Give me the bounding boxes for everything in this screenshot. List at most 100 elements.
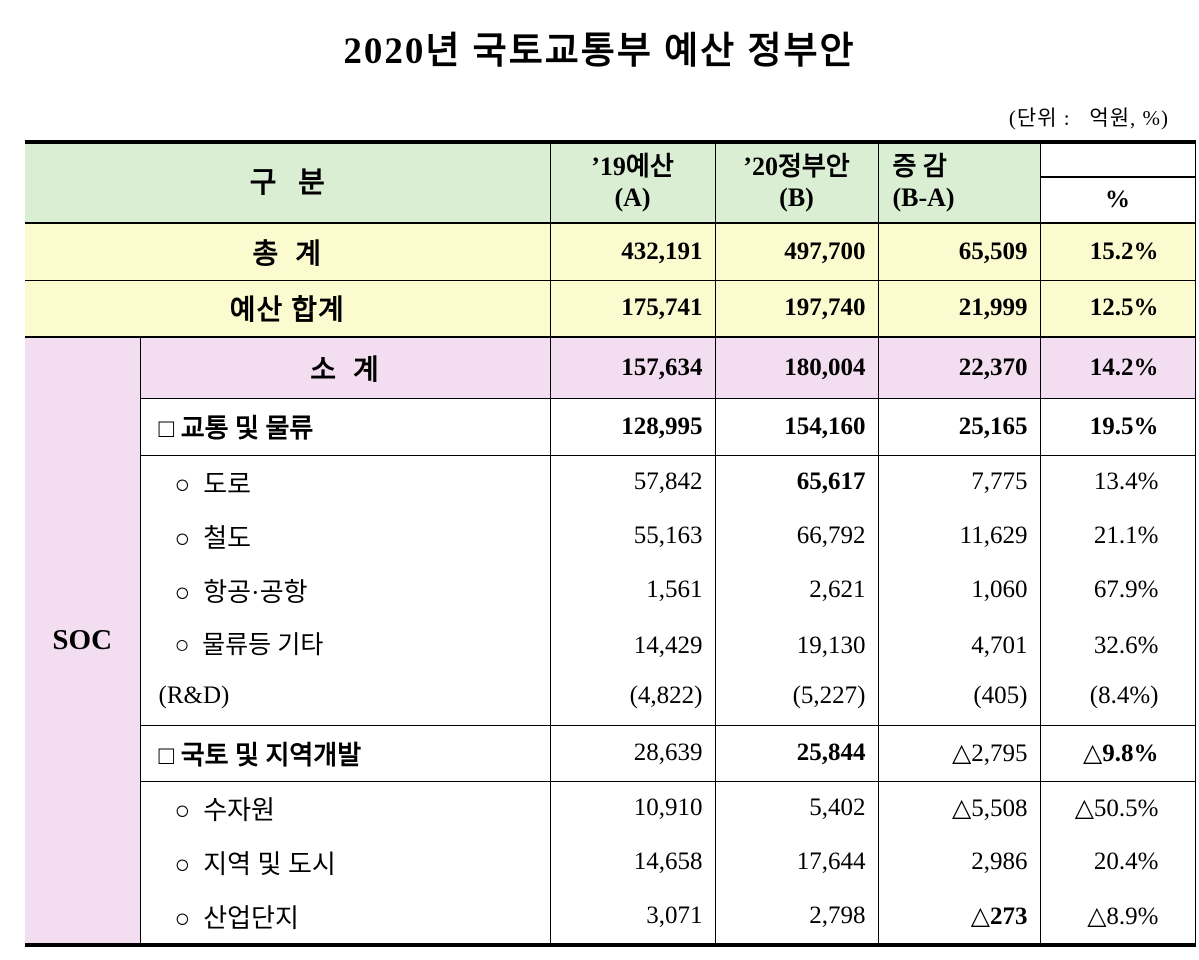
land-diff: △2,795 xyxy=(877,725,1040,782)
rail-diff: 11,629 xyxy=(877,509,1040,563)
percent-header-label: % xyxy=(1041,176,1195,221)
road-pct: 13.4% xyxy=(1039,455,1195,509)
transport-b: 154,160 xyxy=(714,398,878,456)
row-grand-total: 총 계 432,191 497,700 65,509 15.2% xyxy=(25,223,1195,281)
soc-subtotal-pct: 14.2% xyxy=(1039,337,1195,399)
soc-subtotal-label: 소 계 xyxy=(140,337,550,399)
logistics-a-rnd: (4,822) xyxy=(629,681,703,709)
budget-total-b: 197,740 xyxy=(714,280,878,338)
logistics-pct-main: 32.6% xyxy=(1093,631,1159,659)
land-a: 28,639 xyxy=(549,725,715,782)
rail-b: 66,792 xyxy=(714,509,878,563)
header-col-diff-line2: (B-A) xyxy=(892,183,955,212)
land-label: □ 국토 및 지역개발 xyxy=(140,725,550,782)
row-logistics: ○ 물류등 기타 (R&D) 14,429 (4,822) 19,130 (5,… xyxy=(25,617,1195,726)
percent-header-spacer xyxy=(1041,144,1195,176)
aviation-b: 2,621 xyxy=(714,563,878,617)
rail-label: ○ 철도 xyxy=(174,523,252,553)
budget-total-pct: 12.5% xyxy=(1039,280,1195,338)
header-category: 구 분 xyxy=(25,142,550,224)
rail-pct: 21.1% xyxy=(1039,509,1195,563)
logistics-a: 14,429 (4,822) xyxy=(549,617,715,726)
water-label: ○ 수자원 xyxy=(174,795,275,825)
water-b: 5,402 xyxy=(714,781,878,835)
row-budget-total: 예산 합계 175,741 197,740 21,999 12.5% xyxy=(25,280,1195,338)
region-b: 17,644 xyxy=(714,835,878,889)
water-a: 10,910 xyxy=(549,781,715,835)
header-col-2019-line1: ’19예산 xyxy=(591,152,674,182)
transport-label: □ 교통 및 물류 xyxy=(140,398,550,456)
logistics-pct-rnd: (8.4%) xyxy=(1089,681,1159,709)
budget-table: 구 분 ’19예산 (A) ’20정부안 (B) 증 감 (B-A) % 총 계… xyxy=(25,140,1196,947)
logistics-label-line2: (R&D) xyxy=(158,681,230,709)
aviation-pct: 67.9% xyxy=(1039,563,1195,617)
grand-total-a: 432,191 xyxy=(549,223,715,281)
header-col-2020-line2: (B) xyxy=(779,183,814,212)
logistics-diff-main: 4,701 xyxy=(971,631,1028,659)
header-col-2019-budget: ’19예산 (A) xyxy=(549,142,715,224)
transport-a: 128,995 xyxy=(549,398,715,456)
budget-total-label: 예산 합계 xyxy=(25,280,550,338)
road-label: ○ 도로 xyxy=(174,469,252,499)
grand-total-pct: 15.2% xyxy=(1039,223,1195,281)
header-col-2020-proposal: ’20정부안 (B) xyxy=(714,142,878,224)
aviation-label: ○ 항공·공항 xyxy=(174,577,308,607)
industrial-diff: △273 xyxy=(877,889,1040,945)
logistics-pct: 32.6% (8.4%) xyxy=(1039,617,1195,726)
soc-subtotal-a: 157,634 xyxy=(549,337,715,399)
row-water: ○ 수자원 10,910 5,402 △5,508 △50.5% xyxy=(25,781,1195,835)
region-pct: 20.4% xyxy=(1039,835,1195,889)
land-b: 25,844 xyxy=(714,725,878,782)
water-diff: △5,508 xyxy=(877,781,1040,835)
budget-total-a: 175,741 xyxy=(549,280,715,338)
logistics-diff-rnd: (405) xyxy=(973,681,1028,709)
region-a: 14,658 xyxy=(549,835,715,889)
soc-subtotal-diff: 22,370 xyxy=(877,337,1040,399)
logistics-diff: 4,701 (405) xyxy=(877,617,1040,726)
land-pct: △9.8% xyxy=(1039,725,1195,782)
logistics-b: 19,130 (5,227) xyxy=(714,617,878,726)
table-header-row: 구 분 ’19예산 (A) ’20정부안 (B) 증 감 (B-A) % xyxy=(25,142,1195,224)
transport-pct: 19.5% xyxy=(1039,398,1195,456)
aviation-diff: 1,060 xyxy=(877,563,1040,617)
logistics-label: ○ 물류등 기타 (R&D) xyxy=(140,617,550,726)
road-b: 65,617 xyxy=(714,455,878,509)
grand-total-diff: 65,509 xyxy=(877,223,1040,281)
water-pct: △50.5% xyxy=(1039,781,1195,835)
row-road: ○ 도로 57,842 65,617 7,775 13.4% xyxy=(25,455,1195,509)
region-label: ○ 지역 및 도시 xyxy=(174,849,336,879)
logistics-a-main: 14,429 xyxy=(633,631,703,659)
header-col-2020-line1: ’20정부안 xyxy=(743,152,850,182)
row-transport-group: □ 교통 및 물류 128,995 154,160 25,165 19.5% xyxy=(25,398,1195,456)
row-soc-subtotal: SOC 소 계 157,634 180,004 22,370 14.2% xyxy=(25,337,1195,946)
industrial-a: 3,071 xyxy=(549,889,715,945)
row-aviation: ○ 항공·공항 1,561 2,621 1,060 67.9% xyxy=(25,563,1195,617)
row-region: ○ 지역 및 도시 14,658 17,644 2,986 20.4% xyxy=(25,835,1195,889)
industrial-label: ○ 산업단지 xyxy=(174,903,299,933)
row-rail: ○ 철도 55,163 66,792 11,629 21.1% xyxy=(25,509,1195,563)
page-title: 2020년 국토교통부 예산 정부안 xyxy=(343,31,856,72)
road-diff: 7,775 xyxy=(877,455,1040,509)
unit-note: (단위 : 억원, %) xyxy=(1008,106,1169,130)
region-diff: 2,986 xyxy=(877,835,1040,889)
transport-diff: 25,165 xyxy=(877,398,1040,456)
industrial-pct: △8.9% xyxy=(1039,889,1195,945)
row-industrial: ○ 산업단지 3,071 2,798 △273 △8.9% xyxy=(25,889,1195,945)
soc-section-label: SOC xyxy=(25,337,141,946)
grand-total-label: 총 계 xyxy=(25,223,550,281)
grand-total-b: 497,700 xyxy=(714,223,878,281)
header-col-2019-line2: (A) xyxy=(614,183,651,212)
rail-a: 55,163 xyxy=(549,509,715,563)
header-col-diff: 증 감 (B-A) xyxy=(877,142,1040,224)
header-col-diff-line1: 증 감 xyxy=(892,152,947,182)
logistics-b-main: 19,130 xyxy=(796,631,866,659)
header-col-percent: % xyxy=(1039,142,1195,224)
row-land-group: □ 국토 및 지역개발 28,639 25,844 △2,795 △9.8% xyxy=(25,725,1195,782)
road-a: 57,842 xyxy=(549,455,715,509)
logistics-label-line1: ○ 물류등 기타 xyxy=(174,631,324,659)
soc-subtotal-b: 180,004 xyxy=(714,337,878,399)
industrial-b: 2,798 xyxy=(714,889,878,945)
logistics-b-rnd: (5,227) xyxy=(792,681,866,709)
aviation-a: 1,561 xyxy=(549,563,715,617)
